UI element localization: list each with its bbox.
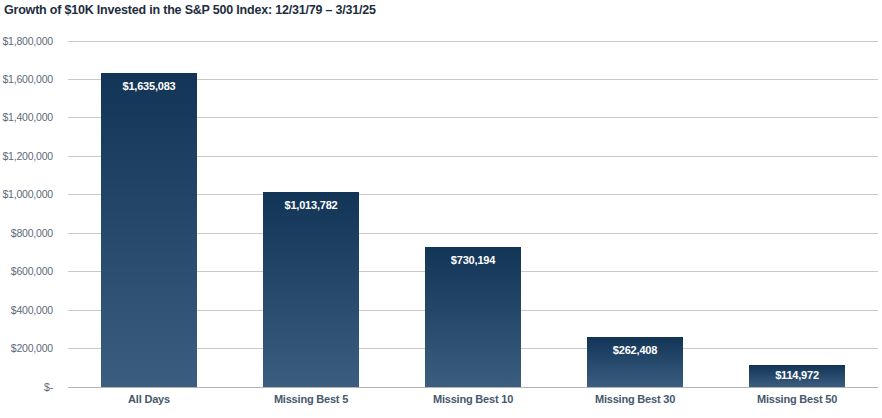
y-tick-label: $1,400,000 (0, 111, 53, 123)
x-category-label: All Days (68, 393, 230, 405)
y-tick-label: $200,000 (0, 342, 53, 354)
y-tick-label: $600,000 (0, 265, 53, 277)
x-category-label: Missing Best 5 (230, 393, 392, 405)
bar: $1,013,782 (263, 192, 359, 387)
bar-chart: Growth of $10K Invested in the S&P 500 I… (0, 0, 882, 418)
bar-value-label: $262,408 (587, 344, 683, 356)
y-tick-label: $- (0, 381, 53, 393)
bar: $262,408 (587, 337, 683, 387)
x-category-label: Missing Best 30 (554, 393, 716, 405)
bar: $730,194 (425, 247, 521, 387)
gridline (68, 41, 878, 42)
bar-value-label: $1,635,083 (101, 80, 197, 92)
y-tick-label: $1,600,000 (0, 73, 53, 85)
bar: $114,972 (749, 365, 845, 387)
bar-value-label: $114,972 (749, 369, 845, 381)
bar-value-label: $1,013,782 (263, 199, 359, 211)
chart-title: Growth of $10K Invested in the S&P 500 I… (4, 3, 376, 17)
y-tick-label: $1,000,000 (0, 188, 53, 200)
x-category-label: Missing Best 50 (716, 393, 878, 405)
y-tick-label: $1,200,000 (0, 150, 53, 162)
y-tick-label: $1,800,000 (0, 35, 53, 47)
y-tick-label: $800,000 (0, 227, 53, 239)
y-tick-label: $400,000 (0, 304, 53, 316)
x-category-label: Missing Best 10 (392, 393, 554, 405)
bar: $1,635,083 (101, 73, 197, 387)
bar-value-label: $730,194 (425, 254, 521, 266)
